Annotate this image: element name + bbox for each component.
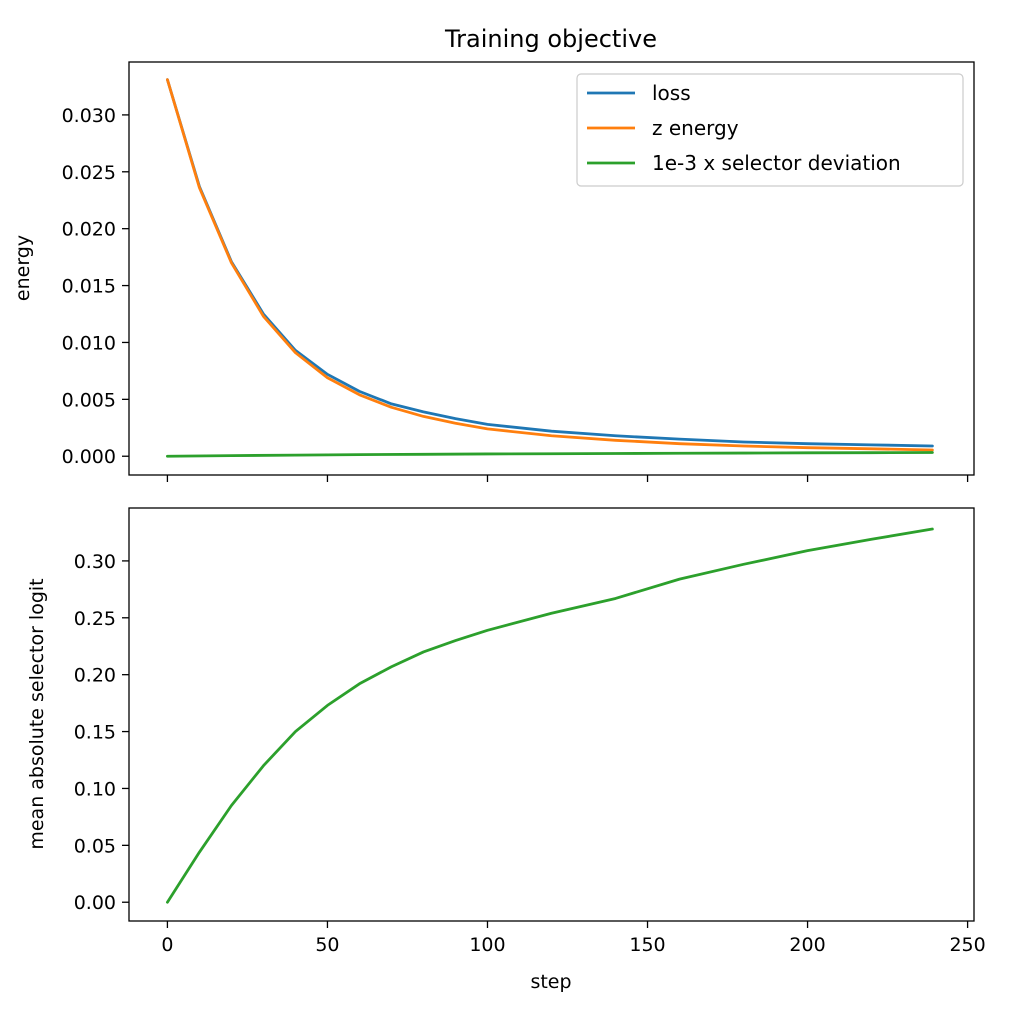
bottom-y-axis-label: mean absolute selector logit bbox=[26, 578, 48, 849]
bottom-x-tick-label: 200 bbox=[789, 934, 825, 956]
top-y-tick-label: 0.005 bbox=[62, 389, 116, 411]
bottom-panel: 0.00 0.05 0.10 0.15 0.20 0.25 0.30 0 50 100 150 200… bbox=[26, 507, 986, 993]
top-series-line-2 bbox=[166, 451, 934, 458]
bottom-x-tick-label: 150 bbox=[629, 934, 665, 956]
top-y-tick-label: 0.000 bbox=[62, 446, 116, 468]
legend-label-z-energy: z energy bbox=[652, 116, 739, 140]
bottom-y-tick-label: 0.10 bbox=[74, 778, 116, 800]
bottom-x-tick-label: 0 bbox=[161, 934, 173, 956]
top-panel: Training objective 0.0000.0050.0100.0150… bbox=[12, 25, 975, 482]
bottom-y-tick-label: 0.05 bbox=[74, 835, 116, 857]
top-y-tick-label: 0.010 bbox=[62, 332, 116, 354]
top-y-tick-label: 0.030 bbox=[62, 105, 116, 127]
top-chart-title: Training objective bbox=[444, 25, 657, 53]
bottom-y-tick-label: 0.20 bbox=[74, 665, 116, 687]
bottom-x-tick-label: 100 bbox=[469, 934, 505, 956]
legend: loss z energy 1e-3 x selector deviation bbox=[576, 73, 964, 187]
top-axis-ticks: 0.000 0.005 0.010 0.015 0.020 0.025 0.030 bbox=[62, 105, 969, 482]
bottom-axis-ticks: 0.00 0.05 0.10 0.15 0.20 0.25 0.30 0 50 100 150 200… bbox=[74, 551, 986, 956]
bottom-y-tick-label: 0.30 bbox=[74, 551, 116, 573]
top-y-axis-label: energy bbox=[12, 235, 34, 301]
bottom-y-tick-label: 0.25 bbox=[74, 608, 116, 630]
legend-label-selector-deviation: 1e-3 x selector deviation bbox=[652, 151, 901, 175]
bottom-series-line-0 bbox=[166, 527, 934, 904]
bottom-x-tick-label: 50 bbox=[315, 934, 339, 956]
top-y-tick-label: 0.020 bbox=[62, 219, 116, 241]
top-series-line-1 bbox=[166, 78, 934, 452]
top-axes-frame bbox=[128, 61, 975, 476]
legend-label-loss: loss bbox=[652, 81, 691, 105]
bottom-plot-area bbox=[166, 527, 934, 904]
bottom-x-axis-label: step bbox=[530, 971, 571, 993]
top-plot-area bbox=[166, 78, 934, 458]
top-y-tick-label: 0.015 bbox=[62, 276, 116, 298]
bottom-axes-frame bbox=[128, 507, 975, 922]
bottom-x-tick-label: 250 bbox=[949, 934, 985, 956]
top-y-tick-label: 0.025 bbox=[62, 162, 116, 184]
legend-box bbox=[576, 73, 964, 187]
bottom-y-tick-label: 0.00 bbox=[74, 892, 116, 914]
bottom-y-tick-label: 0.15 bbox=[74, 722, 116, 744]
